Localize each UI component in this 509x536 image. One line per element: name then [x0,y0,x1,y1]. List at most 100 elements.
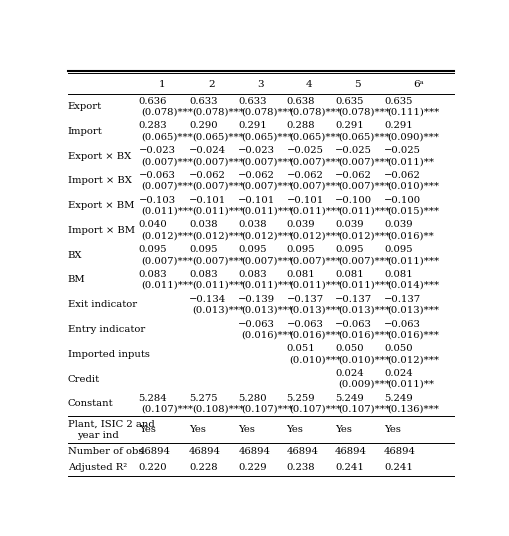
Text: −0.062: −0.062 [238,171,275,180]
Text: Yes: Yes [189,425,206,434]
Text: −0.137: −0.137 [287,295,324,304]
Text: (0.007)***: (0.007)*** [338,182,390,191]
Text: −0.063: −0.063 [138,171,176,180]
Text: (0.010)***: (0.010)*** [338,355,390,364]
Text: Plant, ISIC 2 and: Plant, ISIC 2 and [68,419,154,428]
Text: Yes: Yes [138,425,155,434]
Text: BX: BX [68,251,82,260]
Text: Export × BM: Export × BM [68,201,134,210]
Text: 5: 5 [354,80,361,89]
Text: (0.065)***: (0.065)*** [142,132,193,142]
Text: 0.241: 0.241 [384,463,413,472]
Text: (0.011)***: (0.011)*** [338,281,390,290]
Text: 0.241: 0.241 [335,463,364,472]
Text: (0.007)***: (0.007)*** [142,256,193,265]
Text: 5.259: 5.259 [287,394,315,403]
Text: (0.078)***: (0.078)*** [338,108,390,116]
Text: 0.039: 0.039 [335,220,363,229]
Text: −0.063: −0.063 [238,319,275,329]
Text: 0.220: 0.220 [138,463,167,472]
Text: 0.038: 0.038 [238,220,267,229]
Text: 1: 1 [158,80,165,89]
Text: (0.107)***: (0.107)*** [142,405,194,414]
Text: (0.078)***: (0.078)*** [192,108,244,116]
Text: Adjusted R²: Adjusted R² [68,463,127,472]
Text: 0.083: 0.083 [189,270,218,279]
Text: (0.090)***: (0.090)*** [387,132,439,142]
Text: −0.137: −0.137 [384,295,421,304]
Text: 46894: 46894 [335,446,367,456]
Text: −0.062: −0.062 [335,171,372,180]
Text: 0.636: 0.636 [138,96,167,106]
Text: −0.134: −0.134 [189,295,227,304]
Text: 0.635: 0.635 [384,96,412,106]
Text: (0.065)***: (0.065)*** [242,132,293,142]
Text: (0.011)***: (0.011)*** [142,281,194,290]
Text: −0.101: −0.101 [287,196,324,205]
Text: (0.078)***: (0.078)*** [142,108,193,116]
Text: Import: Import [68,127,102,136]
Text: 0.051: 0.051 [287,344,315,353]
Text: (0.010)***: (0.010)*** [387,182,439,191]
Text: 46894: 46894 [287,446,319,456]
Text: (0.078)***: (0.078)*** [242,108,293,116]
Text: −0.062: −0.062 [287,171,323,180]
Text: 0.288: 0.288 [287,122,315,130]
Text: −0.063: −0.063 [335,319,372,329]
Text: (0.007)***: (0.007)*** [290,157,342,166]
Text: 0.024: 0.024 [335,369,364,378]
Text: 46894: 46894 [238,446,270,456]
Text: −0.062: −0.062 [189,171,226,180]
Text: Number of obs: Number of obs [68,446,143,456]
Text: (0.016)***: (0.016)*** [338,330,390,339]
Text: 0.050: 0.050 [335,344,363,353]
Text: (0.013)***: (0.013)*** [242,306,294,315]
Text: (0.011)***: (0.011)*** [290,281,342,290]
Text: −0.023: −0.023 [138,146,176,155]
Text: −0.025: −0.025 [287,146,324,155]
Text: (0.007)***: (0.007)*** [192,256,244,265]
Text: (0.016)***: (0.016)*** [242,330,293,339]
Text: 5.249: 5.249 [384,394,413,403]
Text: Yes: Yes [384,425,401,434]
Text: 0.291: 0.291 [335,122,364,130]
Text: (0.065)***: (0.065)*** [192,132,244,142]
Text: −0.101: −0.101 [189,196,227,205]
Text: 0.039: 0.039 [287,220,315,229]
Text: (0.007)***: (0.007)*** [142,157,193,166]
Text: (0.011)**: (0.011)** [387,157,434,166]
Text: Export: Export [68,102,102,111]
Text: 46894: 46894 [189,446,221,456]
Text: 5.280: 5.280 [238,394,267,403]
Text: −0.025: −0.025 [335,146,372,155]
Text: (0.012)***: (0.012)*** [290,232,342,240]
Text: (0.013)***: (0.013)*** [290,306,342,315]
Text: −0.101: −0.101 [238,196,276,205]
Text: 0.238: 0.238 [287,463,315,472]
Text: (0.007)***: (0.007)*** [242,157,293,166]
Text: (0.011)**: (0.011)** [387,380,434,389]
Text: 0.083: 0.083 [238,270,267,279]
Text: 0.229: 0.229 [238,463,267,472]
Text: year ind: year ind [77,431,119,440]
Text: 0.638: 0.638 [287,96,315,106]
Text: 0.081: 0.081 [287,270,315,279]
Text: 0.024: 0.024 [384,369,413,378]
Text: (0.107)***: (0.107)*** [338,405,390,414]
Text: 0.040: 0.040 [138,220,167,229]
Text: 0.095: 0.095 [189,245,218,254]
Text: −0.103: −0.103 [138,196,176,205]
Text: Yes: Yes [238,425,255,434]
Text: 2: 2 [209,80,215,89]
Text: 0.291: 0.291 [384,122,413,130]
Text: 46894: 46894 [384,446,416,456]
Text: 0.290: 0.290 [189,122,218,130]
Text: 5.284: 5.284 [138,394,167,403]
Text: −0.063: −0.063 [287,319,323,329]
Text: 0.038: 0.038 [189,220,218,229]
Text: (0.007)***: (0.007)*** [338,157,390,166]
Text: Yes: Yes [287,425,303,434]
Text: (0.013)***: (0.013)*** [338,306,390,315]
Text: (0.015)***: (0.015)*** [387,206,439,215]
Text: −0.100: −0.100 [335,196,372,205]
